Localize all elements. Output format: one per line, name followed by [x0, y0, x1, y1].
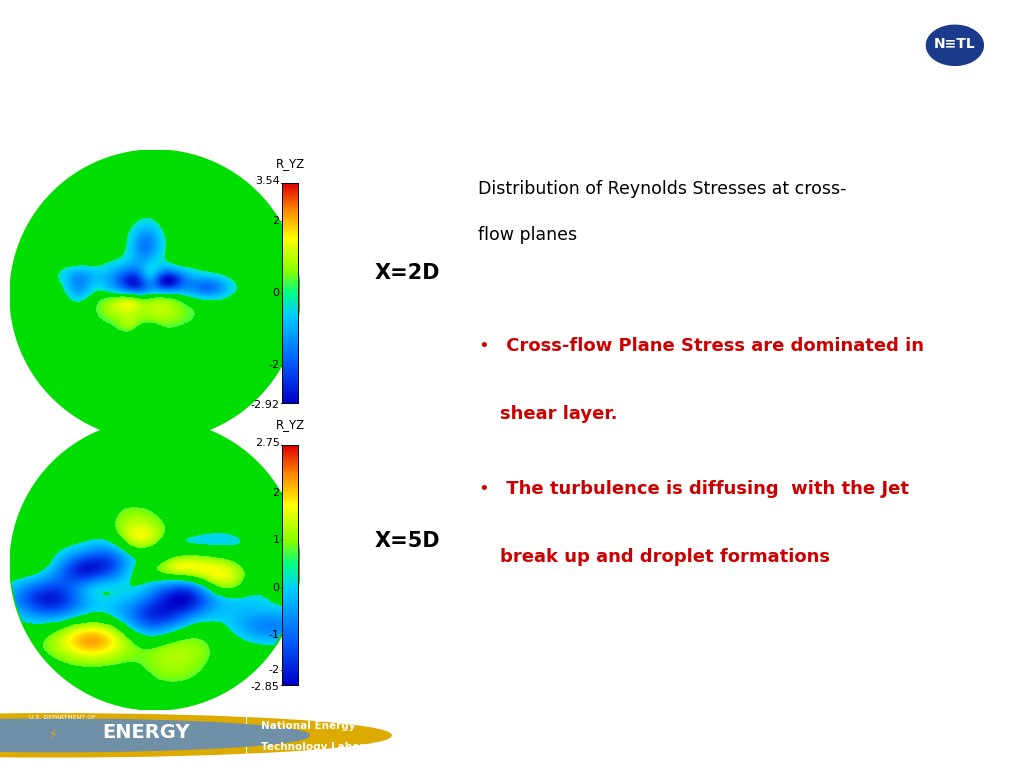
- Text: GDP: UNDP, http://hdr.undp.org/en/content/gdp-per-capita-2011-ppp, accessed 12/0: GDP: UNDP, http://hdr.undp.org/en/conten…: [498, 745, 731, 750]
- Text: R_YZ: R_YZ: [275, 157, 304, 170]
- Text: -2.85: -2.85: [251, 683, 280, 693]
- Text: 1: 1: [272, 535, 280, 545]
- Polygon shape: [10, 420, 300, 710]
- Text: •: •: [478, 337, 489, 355]
- Polygon shape: [920, 21, 990, 70]
- Text: Results:  Turbulence Statistics: Cross-Flow Planes: Results: Turbulence Statistics: Cross-Fl…: [26, 36, 845, 64]
- Text: •: •: [478, 480, 489, 498]
- Text: National Energy: National Energy: [261, 720, 355, 730]
- Text: -2: -2: [268, 665, 280, 675]
- Text: R_YZ: R_YZ: [275, 418, 304, 431]
- Polygon shape: [10, 150, 300, 440]
- Text: -1: -1: [268, 631, 280, 641]
- Polygon shape: [927, 25, 983, 65]
- Text: shear layer.: shear layer.: [500, 406, 617, 423]
- Text: -2.92: -2.92: [251, 400, 280, 410]
- Text: ⚡: ⚡: [49, 727, 57, 740]
- Text: 2.75: 2.75: [255, 438, 280, 448]
- Text: Distribution of Reynolds Stresses at cross-: Distribution of Reynolds Stresses at cro…: [478, 180, 847, 198]
- Text: Energy consumption: DOE EIA, http://www.eia.gov/oiaf/aeo/tablebrowser/index.cfm?: Energy consumption: DOE EIA, http://www.…: [446, 721, 782, 726]
- Text: X=2D: X=2D: [375, 263, 440, 283]
- Text: The turbulence is diffusing  with the Jet: The turbulence is diffusing with the Jet: [500, 480, 909, 498]
- Text: break up and droplet formations: break up and droplet formations: [500, 548, 830, 566]
- Text: ENERGY: ENERGY: [102, 723, 190, 742]
- Text: 2: 2: [272, 216, 280, 226]
- Text: flow planes: flow planes: [478, 227, 578, 244]
- Text: Cross-flow Plane Stress are dominated in: Cross-flow Plane Stress are dominated in: [500, 337, 924, 355]
- Circle shape: [0, 719, 309, 752]
- Text: X=5D: X=5D: [375, 531, 440, 551]
- Text: 0: 0: [272, 583, 280, 593]
- Text: -2: -2: [268, 360, 280, 370]
- Text: U.S. DEPARTMENT OF: U.S. DEPARTMENT OF: [29, 714, 95, 720]
- Text: 2: 2: [272, 488, 280, 498]
- Text: 3.54: 3.54: [255, 176, 280, 186]
- Circle shape: [0, 713, 391, 757]
- Text: 0: 0: [272, 288, 280, 298]
- Text: N≡TL: N≡TL: [934, 37, 976, 51]
- Text: 20: 20: [988, 729, 1009, 744]
- Text: Technology Laboratory: Technology Laboratory: [261, 742, 396, 752]
